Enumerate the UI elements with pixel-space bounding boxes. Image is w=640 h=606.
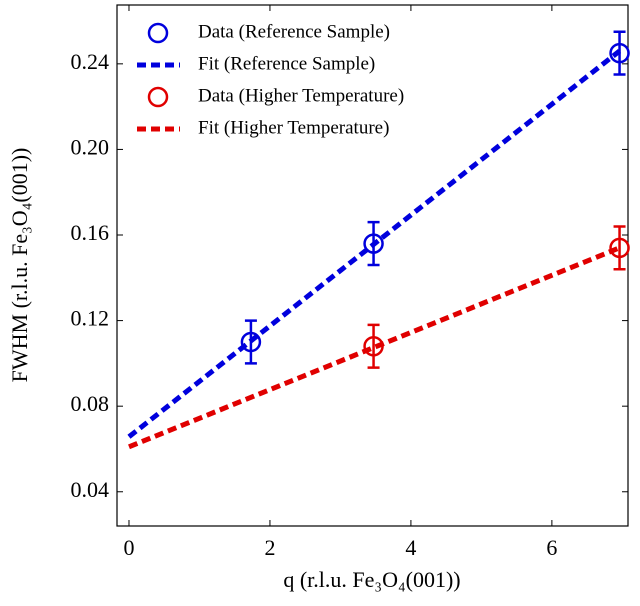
legend-label: Data (Higher Temperature) bbox=[198, 85, 404, 106]
y-tick-label: 0.20 bbox=[71, 134, 110, 159]
y-tick-label: 0.04 bbox=[71, 477, 110, 502]
legend-swatch bbox=[147, 86, 169, 108]
y-tick-label: 0.16 bbox=[71, 220, 110, 245]
y-tick-label: 0.24 bbox=[71, 49, 110, 74]
y-tick-label: 0.08 bbox=[71, 391, 110, 416]
data-point bbox=[609, 237, 630, 259]
error-bar bbox=[613, 225, 626, 271]
data-point bbox=[240, 331, 262, 353]
fit-line bbox=[127, 49, 622, 439]
y-axis-label: FWHM (r.l.u. Fe₃O₄(001)) bbox=[7, 148, 32, 383]
fit-line bbox=[128, 245, 621, 450]
plot-frame bbox=[116, 4, 629, 527]
x-tick-label: 4 bbox=[405, 535, 416, 560]
x-axis-label: q (r.l.u. Fe₃O₄(001)) bbox=[283, 567, 460, 592]
legend-label: Data (Reference Sample) bbox=[198, 21, 390, 42]
legend-label: Fit (Reference Sample) bbox=[198, 53, 375, 74]
x-tick-label: 6 bbox=[546, 535, 557, 560]
x-tick-label: 2 bbox=[264, 535, 275, 560]
legend-swatch bbox=[147, 22, 169, 44]
data-point bbox=[363, 233, 384, 254]
x-tick-label: 0 bbox=[123, 535, 134, 560]
error-bar bbox=[367, 323, 380, 369]
data-point bbox=[609, 42, 630, 64]
legend-label: Fit (Higher Temperature) bbox=[198, 117, 389, 138]
y-tick-label: 0.12 bbox=[71, 306, 110, 331]
